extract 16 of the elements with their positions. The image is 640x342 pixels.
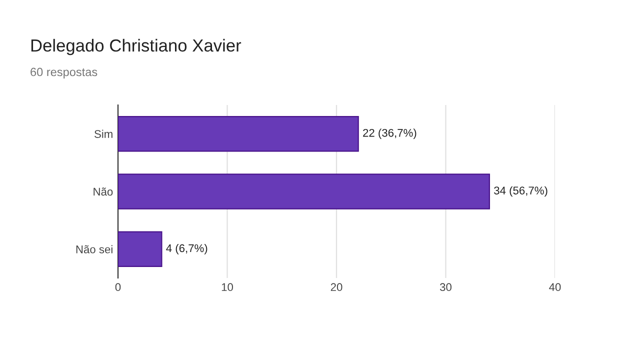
y-tick-label: Sim [94, 130, 112, 138]
y-tick-label: Não sei [76, 245, 112, 254]
y-tick-label: Não [94, 188, 113, 196]
x-tick-label: 0 [115, 283, 121, 292]
data-label: 34 (56,7%) [494, 186, 548, 197]
bar [118, 174, 490, 210]
chart-subtitle: 60 respostas [30, 68, 98, 78]
x-tick-label: 20 [330, 283, 342, 292]
x-tick-label: 10 [222, 283, 233, 292]
bar [118, 116, 359, 152]
chart-title: Delegado Christiano Xavier [31, 38, 242, 56]
data-label: 4 (6,7%) [166, 244, 208, 254]
data-label: 22 (36,7%) [363, 128, 416, 140]
bar [118, 231, 162, 268]
x-tick-label: 30 [440, 283, 452, 292]
x-tick-label: 40 [549, 283, 561, 292]
